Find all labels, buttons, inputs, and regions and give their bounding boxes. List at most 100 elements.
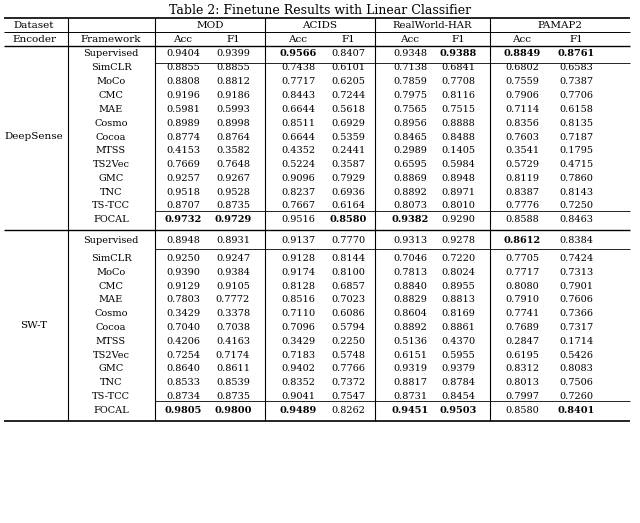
Text: 0.6086: 0.6086	[331, 309, 365, 318]
Text: TS2Vec: TS2Vec	[93, 350, 129, 359]
Text: 0.9800: 0.9800	[214, 406, 252, 415]
Text: 0.9566: 0.9566	[280, 50, 317, 59]
Text: 0.2847: 0.2847	[505, 337, 539, 346]
Text: 0.9451: 0.9451	[392, 406, 429, 415]
Text: MoCo: MoCo	[97, 77, 125, 86]
Text: 0.9528: 0.9528	[216, 188, 250, 197]
Text: 0.9399: 0.9399	[216, 50, 250, 59]
Text: 0.5136: 0.5136	[393, 337, 427, 346]
Text: Framework: Framework	[81, 35, 141, 43]
Text: 0.8734: 0.8734	[166, 392, 200, 401]
Text: 0.7244: 0.7244	[331, 91, 365, 100]
Text: Cosmo: Cosmo	[94, 309, 128, 318]
Text: Supervised: Supervised	[83, 50, 139, 59]
Text: Table 2: Finetune Results with Linear Classifier: Table 2: Finetune Results with Linear Cl…	[169, 4, 471, 17]
Text: 0.8356: 0.8356	[505, 119, 539, 128]
Text: 0.7138: 0.7138	[393, 63, 427, 73]
Text: 0.7975: 0.7975	[393, 91, 427, 100]
Text: 0.7187: 0.7187	[559, 132, 593, 142]
Text: 0.5729: 0.5729	[505, 160, 539, 169]
Text: 0.8855: 0.8855	[166, 63, 200, 73]
Text: 0.8312: 0.8312	[505, 365, 539, 373]
Text: 0.7096: 0.7096	[281, 323, 315, 332]
Text: 0.8511: 0.8511	[281, 119, 315, 128]
Text: 0.7174: 0.7174	[216, 350, 250, 359]
Text: 0.8604: 0.8604	[393, 309, 427, 318]
Text: 0.6936: 0.6936	[331, 188, 365, 197]
Text: 0.7260: 0.7260	[559, 392, 593, 401]
Text: 0.5794: 0.5794	[331, 323, 365, 332]
Text: 0.7689: 0.7689	[505, 323, 539, 332]
Text: 0.8849: 0.8849	[504, 50, 541, 59]
Text: Supervised: Supervised	[83, 236, 139, 245]
Text: 0.6151: 0.6151	[393, 350, 427, 359]
Text: 0.8128: 0.8128	[281, 281, 315, 291]
Text: 0.8100: 0.8100	[331, 268, 365, 277]
Text: 0.1714: 0.1714	[559, 337, 593, 346]
Text: 0.7717: 0.7717	[281, 77, 315, 86]
Text: SW-T: SW-T	[20, 321, 47, 330]
Text: 0.4163: 0.4163	[216, 337, 250, 346]
Text: GMC: GMC	[99, 365, 124, 373]
Text: 0.8955: 0.8955	[441, 281, 475, 291]
Text: 0.5359: 0.5359	[331, 132, 365, 142]
Text: 0.8080: 0.8080	[505, 281, 539, 291]
Text: 0.8735: 0.8735	[216, 392, 250, 401]
Text: Encoder: Encoder	[12, 35, 56, 43]
Text: 0.3582: 0.3582	[216, 146, 250, 155]
Text: 0.8237: 0.8237	[281, 188, 315, 197]
Text: 0.9250: 0.9250	[166, 254, 200, 263]
Text: TS-TCC: TS-TCC	[92, 392, 130, 401]
Text: MTSS: MTSS	[96, 337, 126, 346]
Text: 0.3541: 0.3541	[505, 146, 539, 155]
Text: 0.7772: 0.7772	[216, 295, 250, 304]
Text: 0.8465: 0.8465	[393, 132, 427, 142]
Text: 0.6595: 0.6595	[393, 160, 427, 169]
Text: TS-TCC: TS-TCC	[92, 201, 130, 210]
Text: 0.9137: 0.9137	[281, 236, 315, 245]
Text: 0.8401: 0.8401	[557, 406, 595, 415]
Text: 0.8454: 0.8454	[441, 392, 475, 401]
Text: 0.7515: 0.7515	[441, 105, 475, 114]
Text: 0.8024: 0.8024	[441, 268, 475, 277]
Text: 0.8892: 0.8892	[393, 323, 427, 332]
Text: 0.9096: 0.9096	[281, 174, 315, 183]
Text: 0.8083: 0.8083	[559, 365, 593, 373]
Text: 0.2989: 0.2989	[393, 146, 427, 155]
Text: 0.9105: 0.9105	[216, 281, 250, 291]
Text: 0.5955: 0.5955	[441, 350, 475, 359]
Text: 0.8956: 0.8956	[393, 119, 427, 128]
Text: TNC: TNC	[100, 188, 122, 197]
Text: 0.9503: 0.9503	[439, 406, 477, 415]
Text: F1: F1	[226, 35, 240, 43]
Text: 0.7313: 0.7313	[559, 268, 593, 277]
Text: DeepSense: DeepSense	[4, 132, 63, 141]
Text: 0.9041: 0.9041	[281, 392, 315, 401]
Text: F1: F1	[451, 35, 465, 43]
Text: 0.5993: 0.5993	[216, 105, 250, 114]
Text: 0.8998: 0.8998	[216, 119, 250, 128]
Text: 0.9518: 0.9518	[166, 188, 200, 197]
Text: 0.8892: 0.8892	[393, 188, 427, 197]
Text: 0.6164: 0.6164	[331, 201, 365, 210]
Text: CMC: CMC	[99, 281, 124, 291]
Text: 0.6158: 0.6158	[559, 105, 593, 114]
Text: 0.8948: 0.8948	[166, 236, 200, 245]
Text: 0.8116: 0.8116	[441, 91, 475, 100]
Text: 0.9382: 0.9382	[392, 215, 429, 224]
Text: 0.2441: 0.2441	[331, 146, 365, 155]
Text: 0.9390: 0.9390	[166, 268, 200, 277]
Text: 0.7372: 0.7372	[331, 378, 365, 387]
Text: 0.8013: 0.8013	[505, 378, 539, 387]
Text: 0.4206: 0.4206	[166, 337, 200, 346]
Text: 0.7997: 0.7997	[505, 392, 539, 401]
Text: 0.7910: 0.7910	[505, 295, 539, 304]
Text: 0.7387: 0.7387	[559, 77, 593, 86]
Text: 0.6644: 0.6644	[281, 105, 315, 114]
Text: 0.8888: 0.8888	[441, 119, 475, 128]
Text: 0.4153: 0.4153	[166, 146, 200, 155]
Text: 0.8387: 0.8387	[505, 188, 539, 197]
Text: Cocoa: Cocoa	[96, 323, 126, 332]
Text: 0.8764: 0.8764	[216, 132, 250, 142]
Text: 0.7603: 0.7603	[505, 132, 539, 142]
